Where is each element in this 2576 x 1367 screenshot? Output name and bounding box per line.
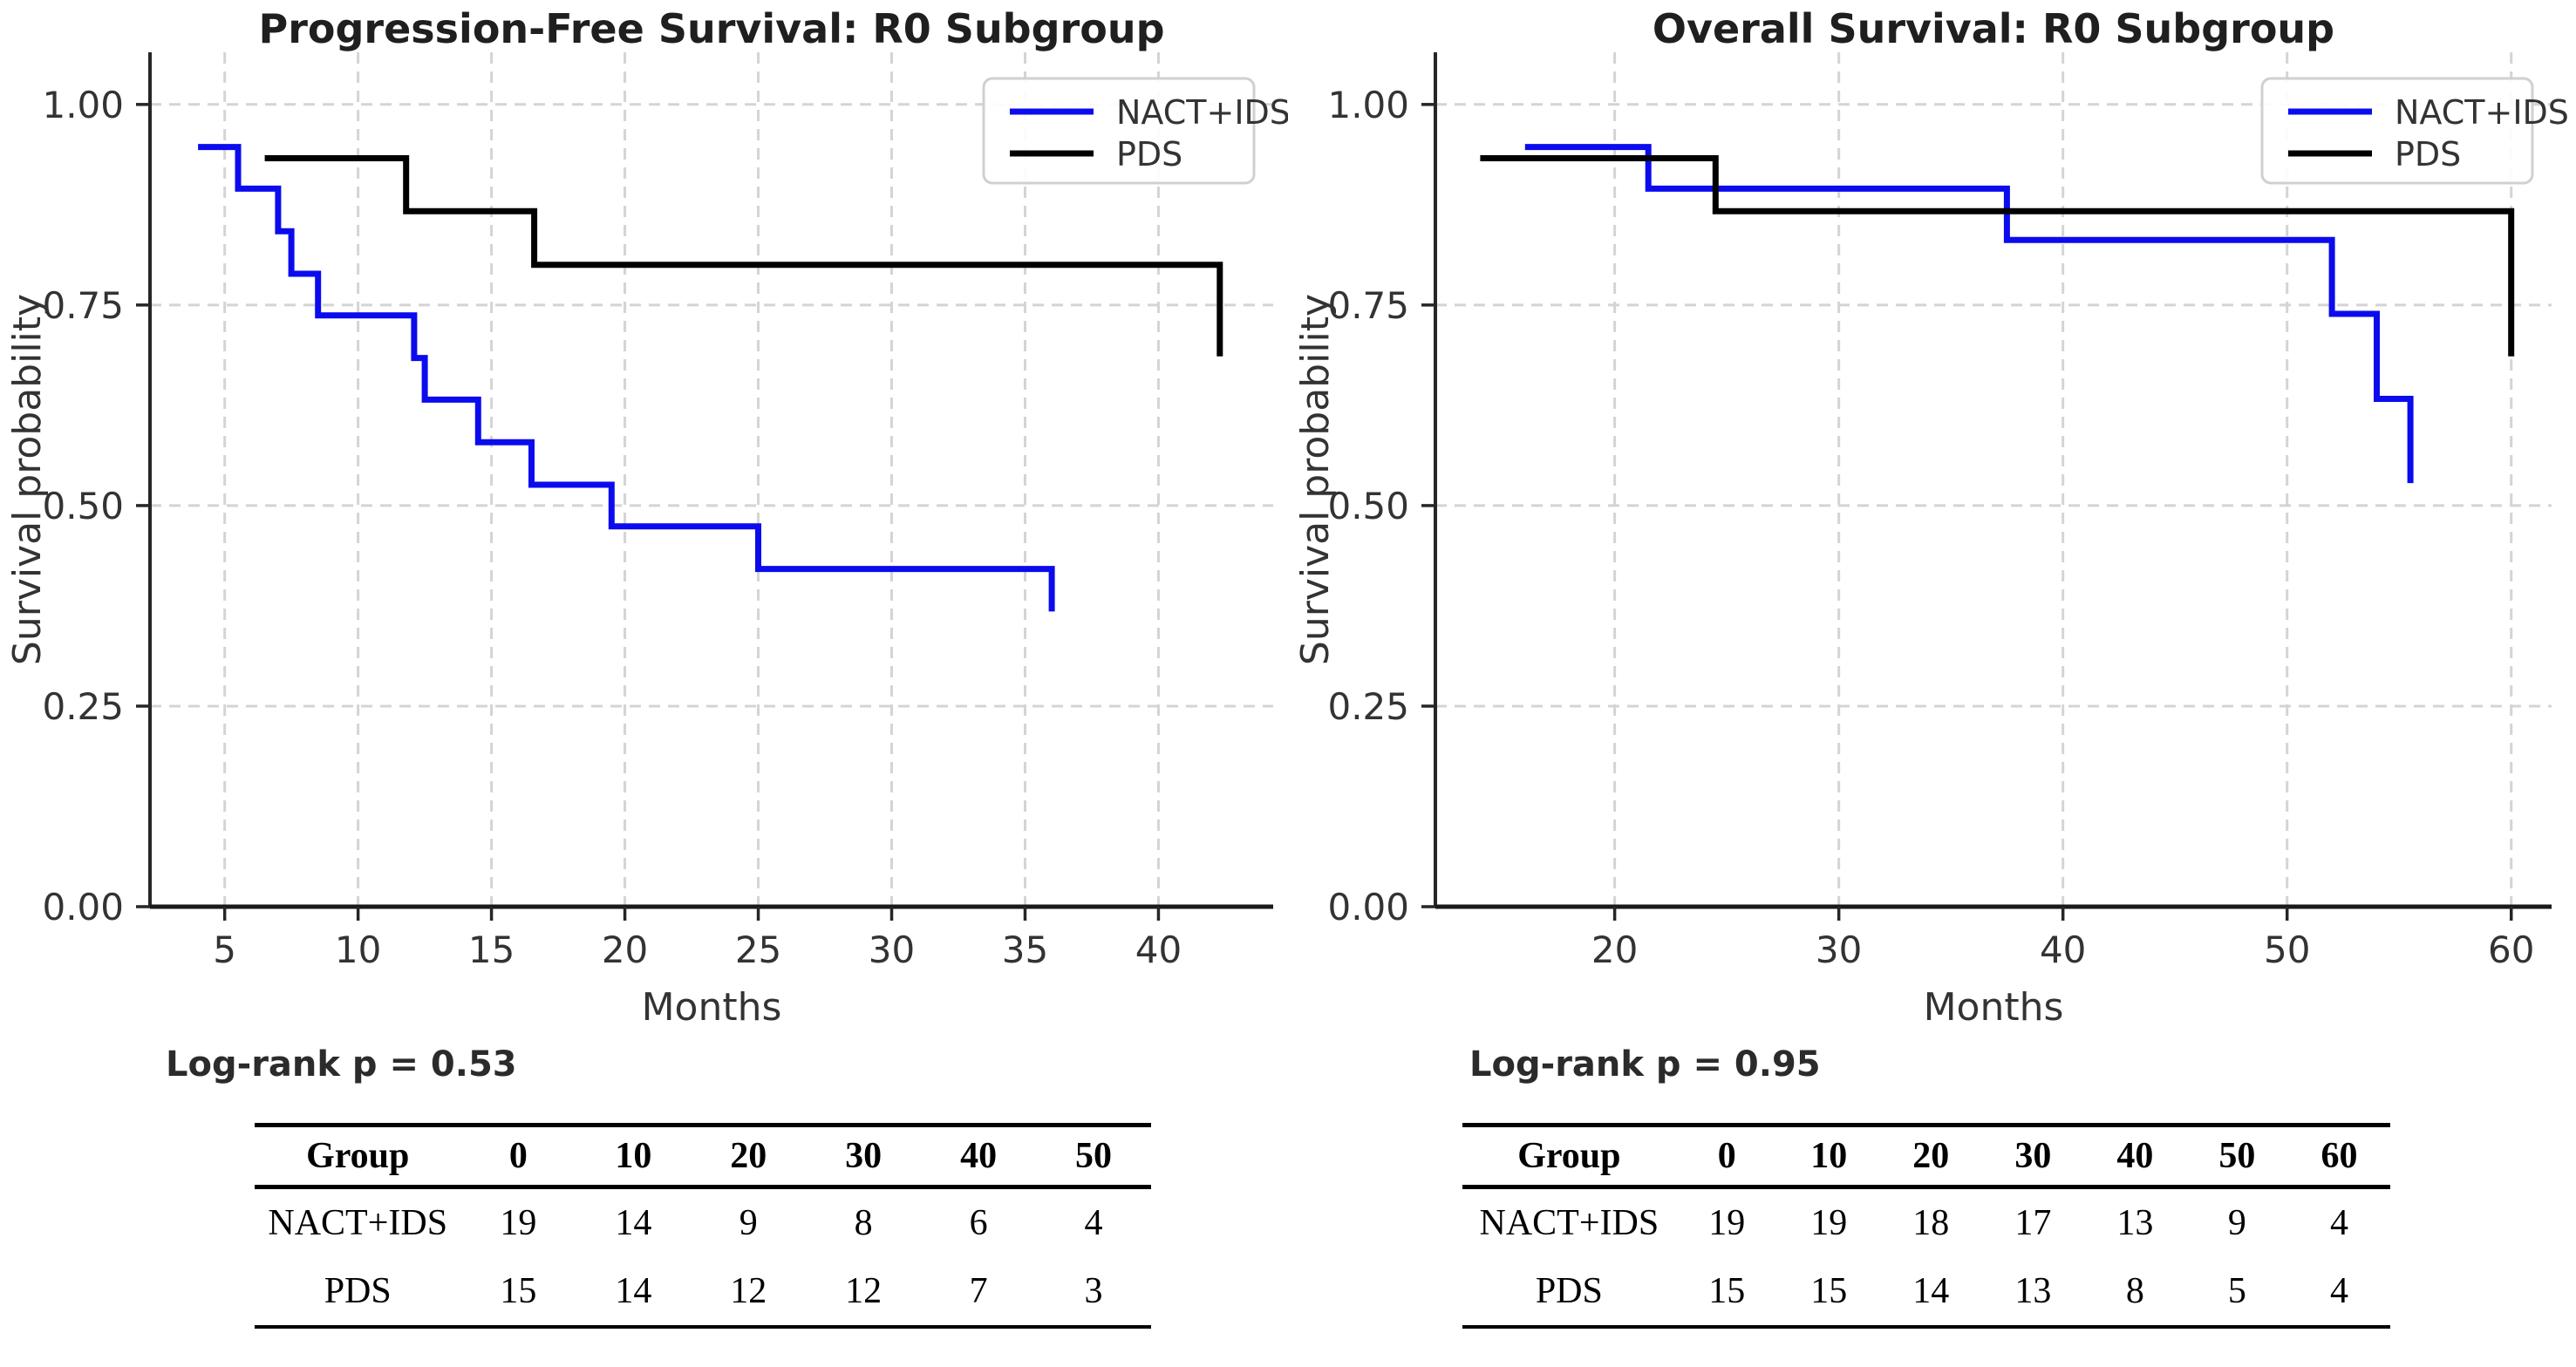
risk-table-header-cell: 60 xyxy=(2320,1136,2358,1176)
risk-count-cell: 3 xyxy=(1084,1271,1103,1311)
risk-count-cell: 17 xyxy=(2014,1203,2052,1243)
y-tick-label: 0.50 xyxy=(42,485,124,527)
risk-group-cell: PDS xyxy=(324,1271,392,1311)
legend-label-nact-ids: NACT+IDS xyxy=(2395,93,2569,132)
risk-group-cell: PDS xyxy=(1535,1271,1603,1311)
risk-count-cell: 5 xyxy=(2227,1271,2246,1311)
risk-count-cell: 4 xyxy=(2329,1203,2348,1243)
risk-count-cell: 4 xyxy=(2329,1271,2348,1311)
risk-count-cell: 8 xyxy=(854,1203,873,1243)
y-tick-label: 0.00 xyxy=(1327,886,1409,928)
risk-count-cell: 14 xyxy=(615,1271,652,1311)
risk-count-cell: 12 xyxy=(730,1271,767,1311)
risk-count-cell: 9 xyxy=(2227,1203,2246,1243)
risk-count-cell: 13 xyxy=(2014,1271,2052,1311)
risk-count-cell: 7 xyxy=(969,1271,988,1311)
risk-count-cell: 19 xyxy=(500,1203,537,1243)
risk-count-cell: 15 xyxy=(1810,1271,1848,1311)
risk-count-cell: 14 xyxy=(1912,1271,1950,1311)
risk-table-header-cell: 0 xyxy=(1717,1136,1736,1176)
y-tick-label: 0.25 xyxy=(1327,685,1409,728)
risk-table-header-row: Group 0 10 20 30 40 50 60 xyxy=(1462,1126,2390,1187)
pfs-title: Progression-Free Survival: R0 Subgroup xyxy=(258,5,1165,52)
risk-table-header-cell: 50 xyxy=(2218,1136,2256,1176)
risk-table-header-cell: 50 xyxy=(1075,1136,1113,1176)
x-tick-label: 35 xyxy=(1002,928,1048,971)
risk-table-header-row: Group 0 10 20 30 40 50 xyxy=(255,1126,1151,1187)
os-risk-table: Group 0 10 20 30 40 50 60 NACT+IDS 19 19 18 17 13 9 4 PD… xyxy=(1462,1123,2390,1329)
risk-count-cell: 9 xyxy=(739,1203,758,1243)
risk-table-header-cell: 40 xyxy=(2116,1136,2154,1176)
x-tick-label: 60 xyxy=(2488,928,2534,971)
y-tick-label: 1.00 xyxy=(42,84,124,126)
risk-count-cell: 19 xyxy=(1810,1203,1848,1243)
curve-nact-ids xyxy=(1524,144,2414,484)
x-tick-label: 5 xyxy=(213,928,236,971)
y-tick-label: 0.00 xyxy=(42,886,124,928)
y-tick-label: 1.00 xyxy=(1327,84,1409,126)
risk-count-cell: 18 xyxy=(1912,1203,1950,1243)
risk-table-header-cell: 20 xyxy=(730,1136,767,1176)
pfs-panel: Progression-Free Survival: R0 Subgroup 5… xyxy=(5,5,1288,1329)
risk-table-header-cell: Group xyxy=(306,1136,410,1176)
x-axis-label: Months xyxy=(1924,985,2064,1030)
y-tick-label: 0.25 xyxy=(42,685,124,728)
x-tick-label: 40 xyxy=(2040,928,2086,971)
risk-count-cell: 4 xyxy=(1084,1203,1103,1243)
risk-count-cell: 14 xyxy=(615,1203,652,1243)
pfs-plot: 5 10 15 20 25 30 35 40 0.00 0.25 0.50 0.75 1.00 Month… xyxy=(5,52,1288,1030)
risk-count-cell: 6 xyxy=(969,1203,988,1243)
risk-table-header-cell: 20 xyxy=(1912,1136,1950,1176)
curve-pds xyxy=(264,155,1223,357)
risk-table-header-cell: 40 xyxy=(960,1136,998,1176)
legend-label-nact-ids: NACT+IDS xyxy=(1116,93,1288,132)
y-axis-label: Survival probability xyxy=(5,294,50,665)
x-tick-label: 50 xyxy=(2264,928,2310,971)
os-plot: 20 30 40 50 60 0.00 0.25 0.50 0.75 1.00 Months Surv… xyxy=(1293,52,2569,1030)
x-tick-label: 30 xyxy=(1816,928,1862,971)
legend-box xyxy=(982,77,1256,185)
risk-table-row-pds: PDS 15 15 14 13 8 5 4 xyxy=(1462,1257,2390,1327)
risk-count-cell: 15 xyxy=(500,1271,537,1311)
pfs-logrank-annotation: Log-rank p = 0.53 xyxy=(166,1044,517,1085)
risk-group-cell: NACT+IDS xyxy=(1479,1203,1659,1243)
y-tick-label: 0.75 xyxy=(42,284,124,327)
y-tick-label: 0.50 xyxy=(1327,485,1409,527)
risk-table-header-cell: 10 xyxy=(1810,1136,1848,1176)
os-logrank-annotation: Log-rank p = 0.95 xyxy=(1469,1044,1821,1085)
os-title: Overall Survival: R0 Subgroup xyxy=(1652,5,2335,52)
risk-table-header-cell: Group xyxy=(1517,1136,1621,1176)
risk-count-cell: 8 xyxy=(2125,1271,2144,1311)
risk-table-header-cell: 0 xyxy=(508,1136,528,1176)
risk-count-cell: 12 xyxy=(845,1271,883,1311)
risk-table-header-cell: 10 xyxy=(615,1136,652,1176)
risk-table-row-nact-ids: NACT+IDS 19 19 18 17 13 9 4 xyxy=(1462,1187,2390,1258)
x-tick-label: 20 xyxy=(1591,928,1638,971)
os-panel: Overall Survival: R0 Subgroup 20 30 40 50 60… xyxy=(1288,0,2576,1367)
y-axis-label: Survival probability xyxy=(1293,294,1338,665)
risk-group-cell: NACT+IDS xyxy=(268,1203,448,1243)
x-tick-label: 40 xyxy=(1135,928,1182,971)
curve-nact-ids xyxy=(198,144,1055,612)
risk-table-header-cell: 30 xyxy=(845,1136,883,1176)
legend-label-pds: PDS xyxy=(1116,135,1182,173)
risk-count-cell: 19 xyxy=(1708,1203,1746,1243)
risk-table-row-nact-ids: NACT+IDS 19 14 9 8 6 4 xyxy=(255,1187,1151,1258)
x-tick-label: 20 xyxy=(602,928,648,971)
x-tick-label: 15 xyxy=(468,928,515,971)
legend-label-pds: PDS xyxy=(2395,135,2461,173)
risk-count-cell: 13 xyxy=(2116,1203,2154,1243)
risk-table-header-cell: 30 xyxy=(2014,1136,2052,1176)
x-axis-label: Months xyxy=(642,985,782,1030)
curve-pds xyxy=(1480,155,2515,357)
x-tick-label: 25 xyxy=(735,928,781,971)
pfs-risk-table: Group 0 10 20 30 40 50 NACT+IDS 19 14 9 8 6 4 PDS 15 14 1… xyxy=(255,1123,1151,1329)
x-tick-label: 10 xyxy=(335,928,381,971)
x-tick-label: 30 xyxy=(869,928,915,971)
risk-table-row-pds: PDS 15 14 12 12 7 3 xyxy=(255,1257,1151,1327)
legend-box xyxy=(2260,77,2534,185)
y-tick-label: 0.75 xyxy=(1327,284,1409,327)
risk-count-cell: 15 xyxy=(1708,1271,1746,1311)
